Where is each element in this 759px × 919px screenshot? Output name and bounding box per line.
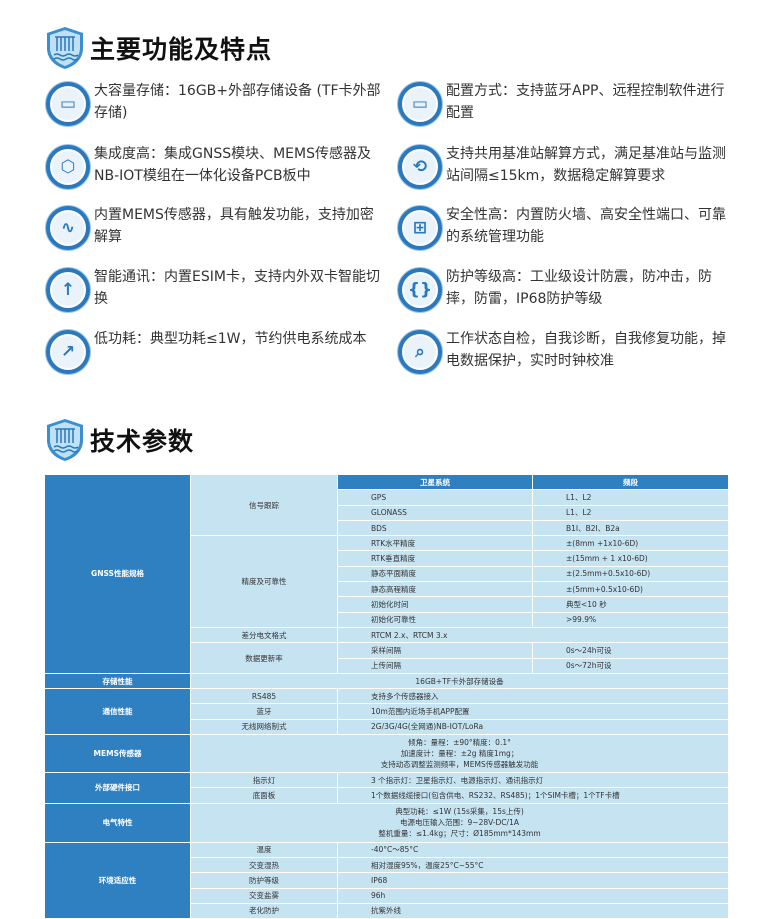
table-row: 老化防护 抗紫外线 [45, 902, 729, 919]
table-row: 初始化可靠性 >99.9% [45, 611, 729, 628]
upload-cycle-icon: ↑ [46, 268, 90, 312]
sync-icon: ⟲ [398, 145, 442, 189]
feature-item: {} 防护等级高：工业级设计防震，防冲击，防摔，防雷，IP68防护等级 [398, 266, 733, 312]
table-row: 上传间隔 0s～72h可设 [45, 657, 729, 674]
shield-waves-icon [46, 26, 84, 70]
brackets-wave-icon: {} [398, 268, 442, 312]
table-row: 无线网络制式 2G/3G/4G(全网通)NB-IOT/LoRa [45, 718, 729, 736]
shield-waves-icon [46, 418, 84, 462]
table-row: 通信性能 RS485 支持多个传感器接入 [44, 688, 729, 736]
table-row: GPS L1、L2 [45, 489, 729, 506]
table-row: MEMS传感器 倾角：量程：±90°精度：0.1° 加速度计：量程：±2g 精度1m… [44, 734, 729, 774]
table-row: 外部硬件接口 指示灯 3 个指示灯：卫星指示灯、电源指示灯、通讯指示灯 [44, 772, 729, 804]
table-row: 环境适应性 温度 -40°C～85°C [44, 841, 729, 919]
feature-item: ▭ 配置方式：支持蓝牙APP、远程控制软件进行配置 [398, 80, 733, 126]
spec-table: GNSS性能规格 信号跟踪 卫星系统 频段 GPS L1、L2 GLONASS L1、L2… [44, 473, 729, 919]
category-cell: GNSS性能规格 [44, 474, 191, 674]
table-row: 电气特性 典型功耗：≤1W (15s采集，15s上传) 电源电压输入范围：9~28V… [44, 802, 729, 843]
shield-search-icon: ⌕ [398, 330, 442, 374]
chart-icon: ↗ [46, 330, 90, 374]
table-row: GNSS性能规格 信号跟踪 卫星系统 频段 [44, 473, 729, 674]
table-row: 底面板 1个数据线缆接口(包含供电、RS232、RS485)；1个SIM卡槽；1个… [45, 787, 729, 804]
feature-item: ⊞ 安全性高：内置防火墙、高安全性端口、可靠的系统管理功能 [398, 204, 733, 250]
table-row: 数据更新率 采样间隔 0s～24h可设 [45, 642, 729, 674]
grid-icon: ⊞ [398, 206, 442, 250]
feature-item: ▭ 大容量存储：16GB+外部存储设备 (TF卡外部存储) [46, 80, 381, 126]
feature-item: ⌕ 工作状态自检，自我诊断，自我修复功能，掉电数据保护，实时时钟校准 [398, 328, 733, 374]
feature-item: ⬡ 集成度高：集成GNSS模块、MEMS传感器及NB-IOT模组在一体化设备PCB… [46, 143, 381, 189]
table-row: 差分电文格式 RTCM 2.x、RTCM 3.x [45, 626, 729, 644]
floppy-disk-icon: ▭ [46, 82, 90, 126]
table-row: 交变湿热 相对湿度95%，温度25°C~55°C [45, 856, 729, 874]
feature-item: ↑ 智能通讯：内置ESIM卡，支持内外双卡智能切换 [46, 266, 381, 312]
feature-item: ∿ 内置MEMS传感器，具有触发功能，支持加密解算 [46, 204, 381, 250]
cube-icon: ⬡ [46, 145, 90, 189]
section-features-title: 主要功能及特点 [46, 26, 272, 70]
table-row: RTK垂直精度 ±(15mm + 1 x10-6D) [45, 550, 729, 567]
section-specs-title: 技术参数 [46, 418, 194, 462]
table-row: BDS B1I、B2I、B2a [45, 519, 729, 537]
table-row: 存储性能 16GB+TF卡外部存储设备 [44, 672, 729, 690]
table-row: 初始化时间 典型<10 秒 [45, 596, 729, 613]
monitor-icon: ▭ [398, 82, 442, 126]
feature-item: ⟲ 支持共用基准站解算方式，满足基准站与监测站间隔≤15km，数据稳定解算要求 [398, 143, 733, 189]
table-row: 精度及可靠性 RTK水平精度 ±(8mm +1x10-6D) [45, 535, 729, 628]
table-row: 交变盐雾 96h [45, 887, 729, 904]
feature-item: ↗ 低功耗：典型功耗≤1W，节约供电系统成本 [46, 328, 381, 374]
pulse-icon: ∿ [46, 206, 90, 250]
